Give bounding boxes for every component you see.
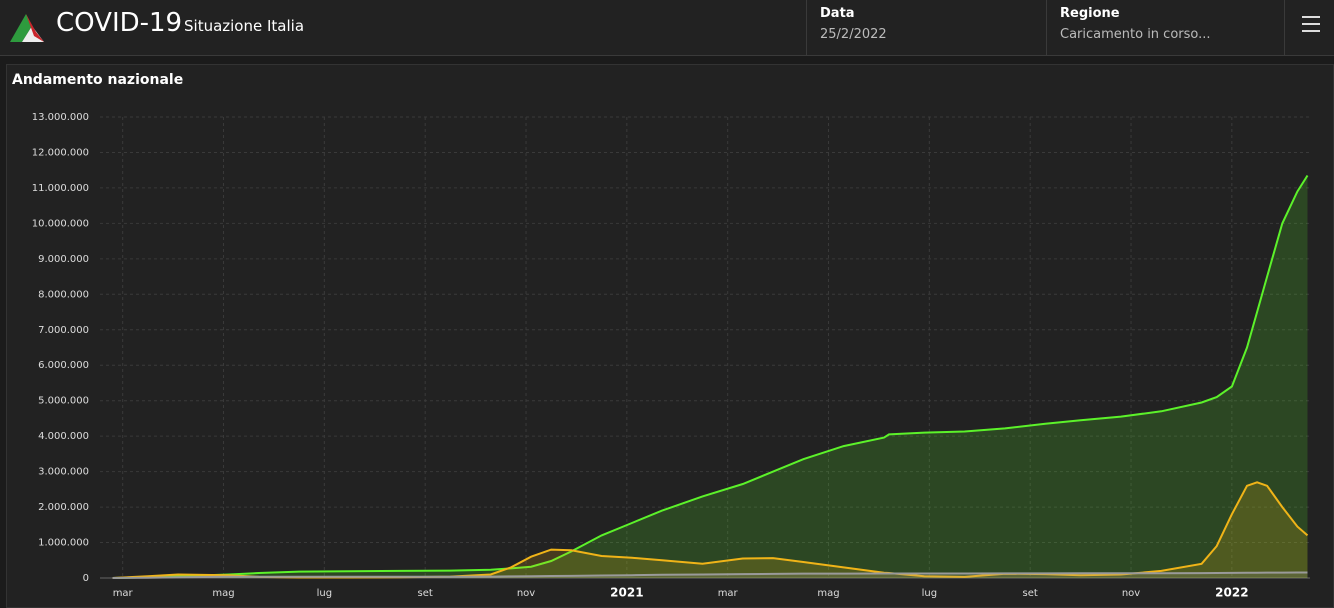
x-tick-label: lug [317, 588, 332, 599]
area [112, 175, 1308, 578]
y-tick-label: 4.000.000 [38, 431, 89, 442]
y-tick-label: 2.000.000 [38, 502, 89, 513]
x-tick-label: set [418, 588, 433, 599]
x-tick-label: nov [1122, 588, 1140, 599]
x-tick-label: mag [212, 588, 234, 599]
x-tick-label: 2022 [1215, 586, 1248, 600]
y-tick-label: 8.000.000 [38, 289, 89, 300]
header: COVID-19 Situazione Italia Data 25/2/202… [0, 0, 1334, 56]
y-tick-label: 3.000.000 [38, 467, 89, 478]
menu-icon [1302, 16, 1320, 32]
y-tick-label: 9.000.000 [38, 254, 89, 265]
app-subtitle: Situazione Italia [184, 17, 305, 35]
line [112, 174, 1309, 579]
chart-panel [6, 64, 1334, 608]
region-value: Caricamento in corso... [1060, 27, 1211, 42]
region-box[interactable]: Regione Caricamento in corso... [1046, 0, 1285, 55]
x-tick-label: 2021 [610, 586, 643, 600]
x-tick-label: mar [718, 588, 739, 599]
date-value: 25/2/2022 [820, 27, 887, 42]
x-tick-label: mag [817, 588, 839, 599]
x-tick-label: set [1023, 588, 1038, 599]
y-tick-label: 1.000.000 [38, 538, 89, 549]
region-label: Regione [1060, 6, 1120, 21]
x-tick-label: lug [922, 588, 937, 599]
y-tick-label: 12.000.000 [32, 147, 89, 158]
y-tick-label: 7.000.000 [38, 325, 89, 336]
chart-title: Andamento nazionale [12, 72, 183, 88]
line [112, 571, 1308, 579]
y-tick-label: 6.000.000 [38, 360, 89, 371]
x-tick-label: nov [517, 588, 535, 599]
area [112, 482, 1308, 578]
y-tick-label: 0 [83, 573, 89, 584]
y-tick-label: 13.000.000 [32, 112, 89, 123]
date-label: Data [820, 6, 855, 21]
logo [10, 14, 44, 42]
x-tick-label: mar [113, 588, 134, 599]
app-title: COVID-19 [56, 8, 183, 38]
y-tick-label: 5.000.000 [38, 396, 89, 407]
date-box[interactable]: Data 25/2/2022 [806, 0, 1047, 55]
y-tick-label: 11.000.000 [32, 183, 89, 194]
y-tick-label: 10.000.000 [32, 218, 89, 229]
menu-button[interactable] [1284, 0, 1334, 55]
